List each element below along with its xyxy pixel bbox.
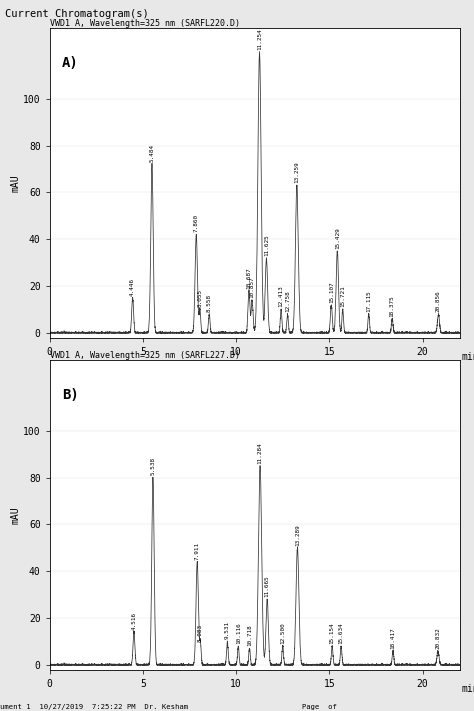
Text: 15.429: 15.429 — [335, 227, 340, 249]
Text: 15.107: 15.107 — [329, 281, 334, 303]
Text: 15.721: 15.721 — [340, 286, 345, 307]
Text: 8.558: 8.558 — [207, 294, 212, 312]
Text: 11.254: 11.254 — [257, 28, 262, 50]
Text: 13.259: 13.259 — [294, 161, 300, 183]
Text: 12.413: 12.413 — [279, 286, 283, 307]
Text: 15.634: 15.634 — [338, 622, 344, 644]
Text: 20.832: 20.832 — [436, 627, 440, 648]
Text: 18.375: 18.375 — [390, 295, 395, 316]
Y-axis label: mAU: mAU — [10, 174, 20, 192]
Text: 10.116: 10.116 — [236, 622, 241, 644]
Text: 10.687: 10.687 — [246, 267, 251, 289]
Text: 11.665: 11.665 — [264, 575, 270, 597]
Text: 17.115: 17.115 — [366, 290, 371, 312]
Text: 11.625: 11.625 — [264, 234, 269, 256]
Text: 15.154: 15.154 — [330, 622, 335, 644]
Text: 18.417: 18.417 — [391, 627, 395, 648]
Text: 4.446: 4.446 — [130, 277, 135, 296]
Text: 7.860: 7.860 — [194, 214, 199, 232]
Text: A): A) — [62, 56, 79, 70]
Text: 8.083: 8.083 — [198, 624, 203, 641]
Text: ument 1  10/27/2019  7:25:22 PM  Dr. Kesham                          Page  of: ument 1 10/27/2019 7:25:22 PM Dr. Kesham… — [0, 704, 337, 710]
Text: 4.516: 4.516 — [131, 611, 137, 630]
Text: 13.289: 13.289 — [295, 524, 300, 545]
Text: 10.857: 10.857 — [250, 276, 255, 298]
Text: B): B) — [62, 388, 79, 402]
Text: min: min — [462, 352, 474, 362]
Text: 8.055: 8.055 — [197, 289, 202, 307]
Text: 20.856: 20.856 — [436, 290, 441, 312]
Text: 10.718: 10.718 — [247, 624, 252, 646]
Text: min: min — [462, 684, 474, 694]
Text: 12.500: 12.500 — [280, 622, 285, 644]
Text: Current Chromatogram(s): Current Chromatogram(s) — [5, 9, 148, 18]
Text: 12.758: 12.758 — [285, 290, 290, 312]
Text: 5.484: 5.484 — [149, 144, 155, 162]
Text: 9.531: 9.531 — [225, 621, 230, 639]
Text: 7.911: 7.911 — [195, 542, 200, 560]
Text: VWD1 A, Wavelength=325 nm (SARFL227.D): VWD1 A, Wavelength=325 nm (SARFL227.D) — [50, 351, 240, 360]
Text: 11.284: 11.284 — [257, 442, 263, 464]
Text: VWD1 A, Wavelength=325 nm (SARFL220.D): VWD1 A, Wavelength=325 nm (SARFL220.D) — [50, 18, 240, 28]
Y-axis label: mAU: mAU — [10, 506, 20, 524]
Text: 5.538: 5.538 — [150, 457, 155, 475]
